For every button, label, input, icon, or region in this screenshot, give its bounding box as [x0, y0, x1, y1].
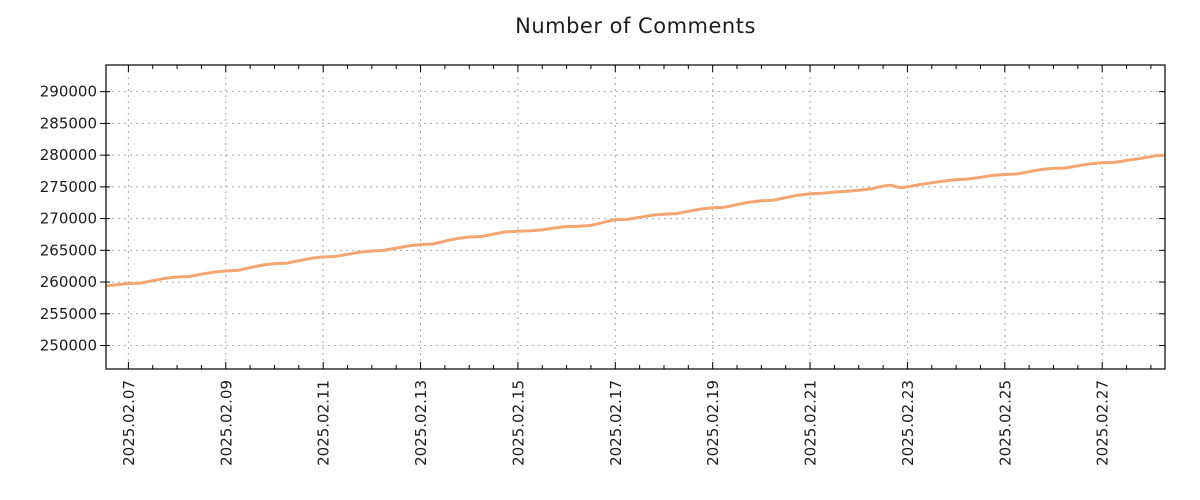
x-tick-label: 2025.02.21: [802, 380, 820, 466]
y-tick-label: 285000: [40, 114, 97, 132]
y-tick-label: 290000: [40, 83, 97, 101]
x-tick-label: 2025.02.27: [1094, 380, 1112, 466]
tick-marks: [100, 65, 1165, 369]
series-line: [105, 153, 1166, 288]
plot-border: [105, 64, 1166, 370]
x-tick-label: 2025.02.07: [120, 380, 138, 466]
y-tick-label: 260000: [40, 273, 97, 291]
y-tick-label: 255000: [40, 305, 97, 323]
chart-title: Number of Comments: [515, 14, 756, 38]
y-tick-label: 280000: [40, 146, 97, 164]
y-tick-label: 275000: [40, 178, 97, 196]
x-tick-label: 2025.02.23: [899, 380, 917, 466]
gridlines: [106, 65, 1165, 369]
x-tick-label: 2025.02.13: [412, 380, 430, 466]
y-tick-label: 265000: [40, 241, 97, 259]
x-tick-label: 2025.02.25: [996, 380, 1014, 466]
y-tick-label: 250000: [40, 337, 97, 355]
tick-labels: 250000 255000 260000 265000 270000 275000 2800…: [40, 83, 1112, 466]
x-tick-label: 2025.02.11: [315, 380, 333, 466]
y-tick-label: 270000: [40, 210, 97, 228]
x-tick-label: 2025.02.15: [509, 380, 527, 466]
x-tick-label: 2025.02.19: [704, 380, 722, 466]
x-tick-label: 2025.02.09: [217, 380, 235, 466]
x-tick-label: 2025.02.17: [607, 380, 625, 466]
